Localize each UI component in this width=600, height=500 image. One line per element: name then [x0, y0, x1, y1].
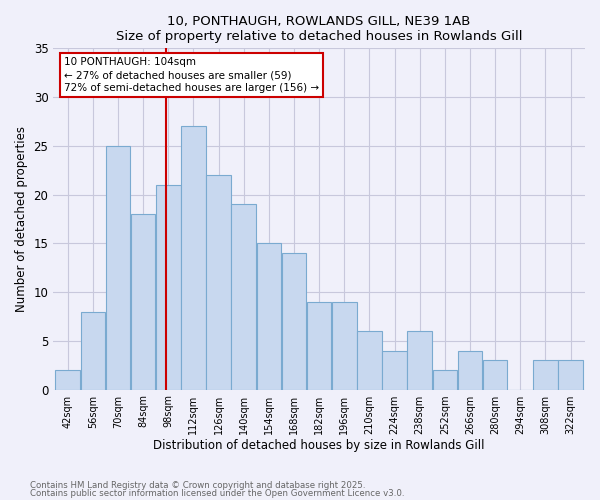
- Bar: [559, 360, 583, 390]
- Text: Contains public sector information licensed under the Open Government Licence v3: Contains public sector information licen…: [30, 489, 404, 498]
- Bar: [281, 253, 307, 390]
- Bar: [106, 146, 130, 390]
- Bar: [382, 350, 407, 390]
- Bar: [232, 204, 256, 390]
- Bar: [55, 370, 80, 390]
- Title: 10, PONTHAUGH, ROWLANDS GILL, NE39 1AB
Size of property relative to detached hou: 10, PONTHAUGH, ROWLANDS GILL, NE39 1AB S…: [116, 15, 523, 43]
- Bar: [257, 244, 281, 390]
- Bar: [307, 302, 331, 390]
- Bar: [332, 302, 356, 390]
- Bar: [483, 360, 508, 390]
- X-axis label: Distribution of detached houses by size in Rowlands Gill: Distribution of detached houses by size …: [154, 440, 485, 452]
- Bar: [80, 312, 105, 390]
- Text: 10 PONTHAUGH: 104sqm
← 27% of detached houses are smaller (59)
72% of semi-detac: 10 PONTHAUGH: 104sqm ← 27% of detached h…: [64, 57, 319, 94]
- Text: Contains HM Land Registry data © Crown copyright and database right 2025.: Contains HM Land Registry data © Crown c…: [30, 480, 365, 490]
- Bar: [433, 370, 457, 390]
- Bar: [131, 214, 155, 390]
- Bar: [458, 350, 482, 390]
- Bar: [357, 331, 382, 390]
- Bar: [533, 360, 558, 390]
- Bar: [407, 331, 432, 390]
- Bar: [181, 126, 206, 390]
- Bar: [206, 175, 231, 390]
- Y-axis label: Number of detached properties: Number of detached properties: [15, 126, 28, 312]
- Bar: [156, 185, 181, 390]
